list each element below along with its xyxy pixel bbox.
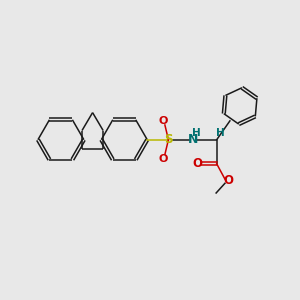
- Text: O: O: [159, 154, 168, 164]
- Text: H: H: [216, 128, 225, 138]
- Text: O: O: [193, 157, 202, 170]
- Text: H: H: [192, 128, 200, 138]
- Text: N: N: [188, 133, 198, 146]
- Text: O: O: [223, 174, 233, 187]
- Text: S: S: [164, 133, 173, 146]
- Text: O: O: [159, 116, 168, 126]
